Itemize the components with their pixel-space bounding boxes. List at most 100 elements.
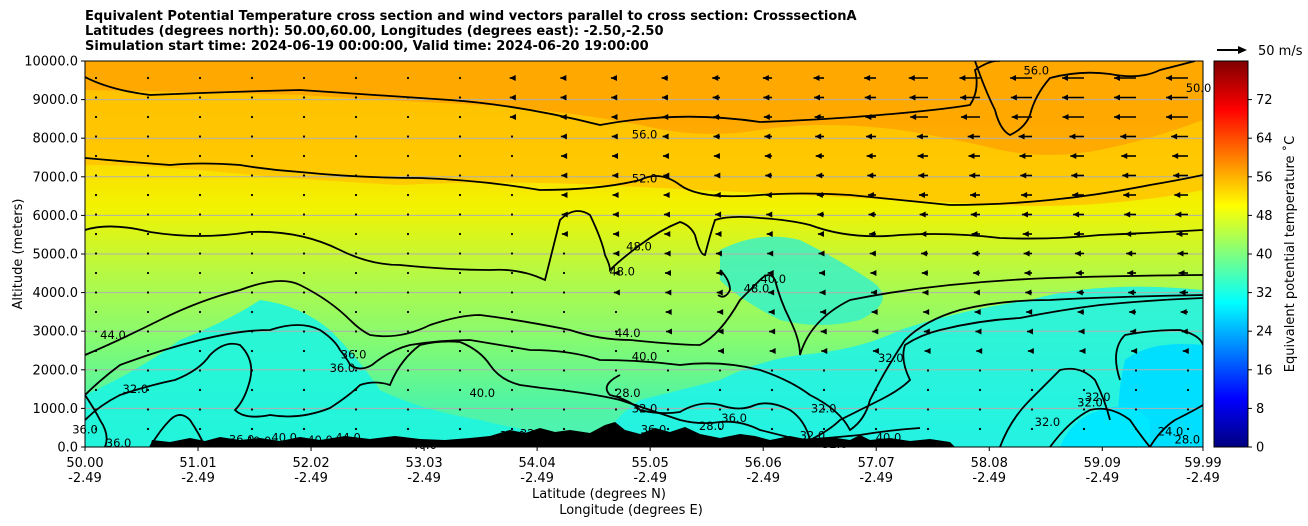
contour-label: 40.0: [469, 386, 495, 400]
y-tick-label: 4000.0: [33, 286, 79, 301]
wind-arrow: [770, 408, 774, 411]
wind-arrow: [819, 289, 826, 296]
wind-arrow: [718, 427, 722, 431]
wind-arrow: [1121, 153, 1136, 159]
wind-arrow: [921, 250, 928, 257]
wind-arrow: [1023, 250, 1032, 257]
wind-arrow: [560, 94, 567, 101]
wind-arrow: [510, 213, 514, 216]
wind-arrow: [820, 309, 827, 315]
contour-label-text: 48.0: [744, 282, 770, 296]
wind-arrow: [1171, 133, 1188, 140]
contour-label-text: 32.0: [1035, 415, 1061, 429]
wind-arrow: [1130, 328, 1137, 335]
wind-arrow: [1030, 388, 1034, 392]
wind-arrow: [923, 309, 930, 315]
wind-arrow: [611, 114, 618, 120]
x-tick-label-lat: 53.03: [405, 456, 442, 471]
colorbar-tick-label: 64: [1256, 132, 1273, 147]
contour-label: 28.0: [615, 386, 641, 400]
cyan-region-upper: [720, 236, 883, 325]
contour-label-text: 24.0: [1158, 425, 1184, 439]
wind-arrow: [1166, 94, 1188, 101]
wind-arrow: [406, 96, 410, 99]
wind-arrow: [562, 369, 566, 372]
wind-arrow: [94, 96, 98, 99]
wind-arrow: [610, 75, 617, 81]
wind-arrow: [354, 291, 358, 294]
wind-arrow: [614, 388, 618, 392]
wind-arrow: [561, 172, 568, 179]
wind-arrow: [146, 193, 150, 197]
contour-label-text: 32.0: [1085, 390, 1111, 404]
wind-arrow: [510, 310, 514, 314]
wind-arrow: [662, 133, 669, 140]
colorbar-tick-label: 48: [1256, 209, 1273, 224]
wind-arrow: [909, 94, 928, 101]
wind-arrow: [1070, 153, 1084, 159]
wind-arrow: [250, 427, 254, 431]
wind-arrow: [1131, 348, 1138, 354]
wind-arrow: [960, 94, 980, 101]
x-axis-label-lat: Latitude (degrees N): [532, 487, 666, 502]
wind-arrow: [510, 271, 514, 275]
wind-arrow: [921, 270, 928, 276]
wind-arrow: [94, 271, 98, 275]
wind-arrow: [302, 252, 306, 255]
wind-arrow: [968, 153, 980, 159]
wind-arrow: [94, 427, 98, 431]
wind-arrow: [1120, 133, 1136, 140]
wind-arrow: [1073, 231, 1084, 237]
wind-arrow: [820, 328, 827, 335]
wind-arrow: [1122, 172, 1136, 179]
orange-region: [85, 61, 1203, 155]
wind-arrow: [1062, 114, 1084, 120]
x-tick-label-lon: -2.49: [407, 471, 441, 486]
wind-arrow: [762, 75, 772, 81]
wind-arrow: [1030, 408, 1034, 411]
wind-arrow: [1186, 408, 1190, 411]
contour-label-text: 50.0: [1186, 81, 1212, 95]
wind-arrow: [661, 94, 668, 101]
contour-label-text: 36.0: [229, 432, 255, 446]
wind-arrow: [406, 174, 410, 177]
wind-arrow: [561, 153, 568, 159]
contour-label-text: 44.0: [615, 326, 641, 340]
wind-arrow: [198, 330, 202, 333]
wind-arrow: [302, 96, 306, 99]
wind-arrow: [919, 211, 928, 218]
wind-arrow: [717, 348, 724, 354]
wind-arrow: [1025, 289, 1032, 296]
contour-label: 36.0: [330, 361, 356, 375]
wind-arrow: [1018, 133, 1032, 140]
contour-label: 52.0: [632, 172, 658, 186]
wind-arrow: [94, 115, 98, 119]
wind-arrow: [1178, 270, 1188, 276]
title-line-1: Equivalent Potential Temperature cross s…: [85, 9, 857, 24]
wind-arrow: [763, 94, 772, 101]
wind-arrow: [302, 310, 306, 314]
isoline-56-b: [974, 61, 1196, 136]
wind-arrow: [613, 270, 620, 276]
wind-arrow: [94, 252, 98, 255]
wind-arrow: [354, 369, 358, 372]
contour-label: 32.0: [878, 351, 904, 365]
wind-arrow: [768, 309, 775, 315]
x-tick-label-lat: 59.99: [1184, 456, 1221, 471]
wind-arrow: [146, 213, 150, 216]
wind-arrow: [250, 291, 254, 294]
wind-arrow: [302, 388, 306, 392]
contour-label: 32.0: [123, 382, 149, 396]
wind-arrow: [250, 154, 254, 158]
wind-arrow: [816, 172, 824, 179]
contour-label: 40.0: [411, 438, 437, 452]
wind-arrow: [910, 114, 928, 120]
wind-arrow: [302, 154, 306, 158]
wind-arrow: [302, 76, 306, 80]
contour-label-text: 28.0: [615, 386, 641, 400]
wind-arrow: [146, 115, 150, 119]
wind-arrow: [250, 310, 254, 314]
wind-arrow: [611, 133, 618, 140]
wind-arrow: [458, 232, 462, 236]
wind-arrow: [814, 94, 824, 101]
